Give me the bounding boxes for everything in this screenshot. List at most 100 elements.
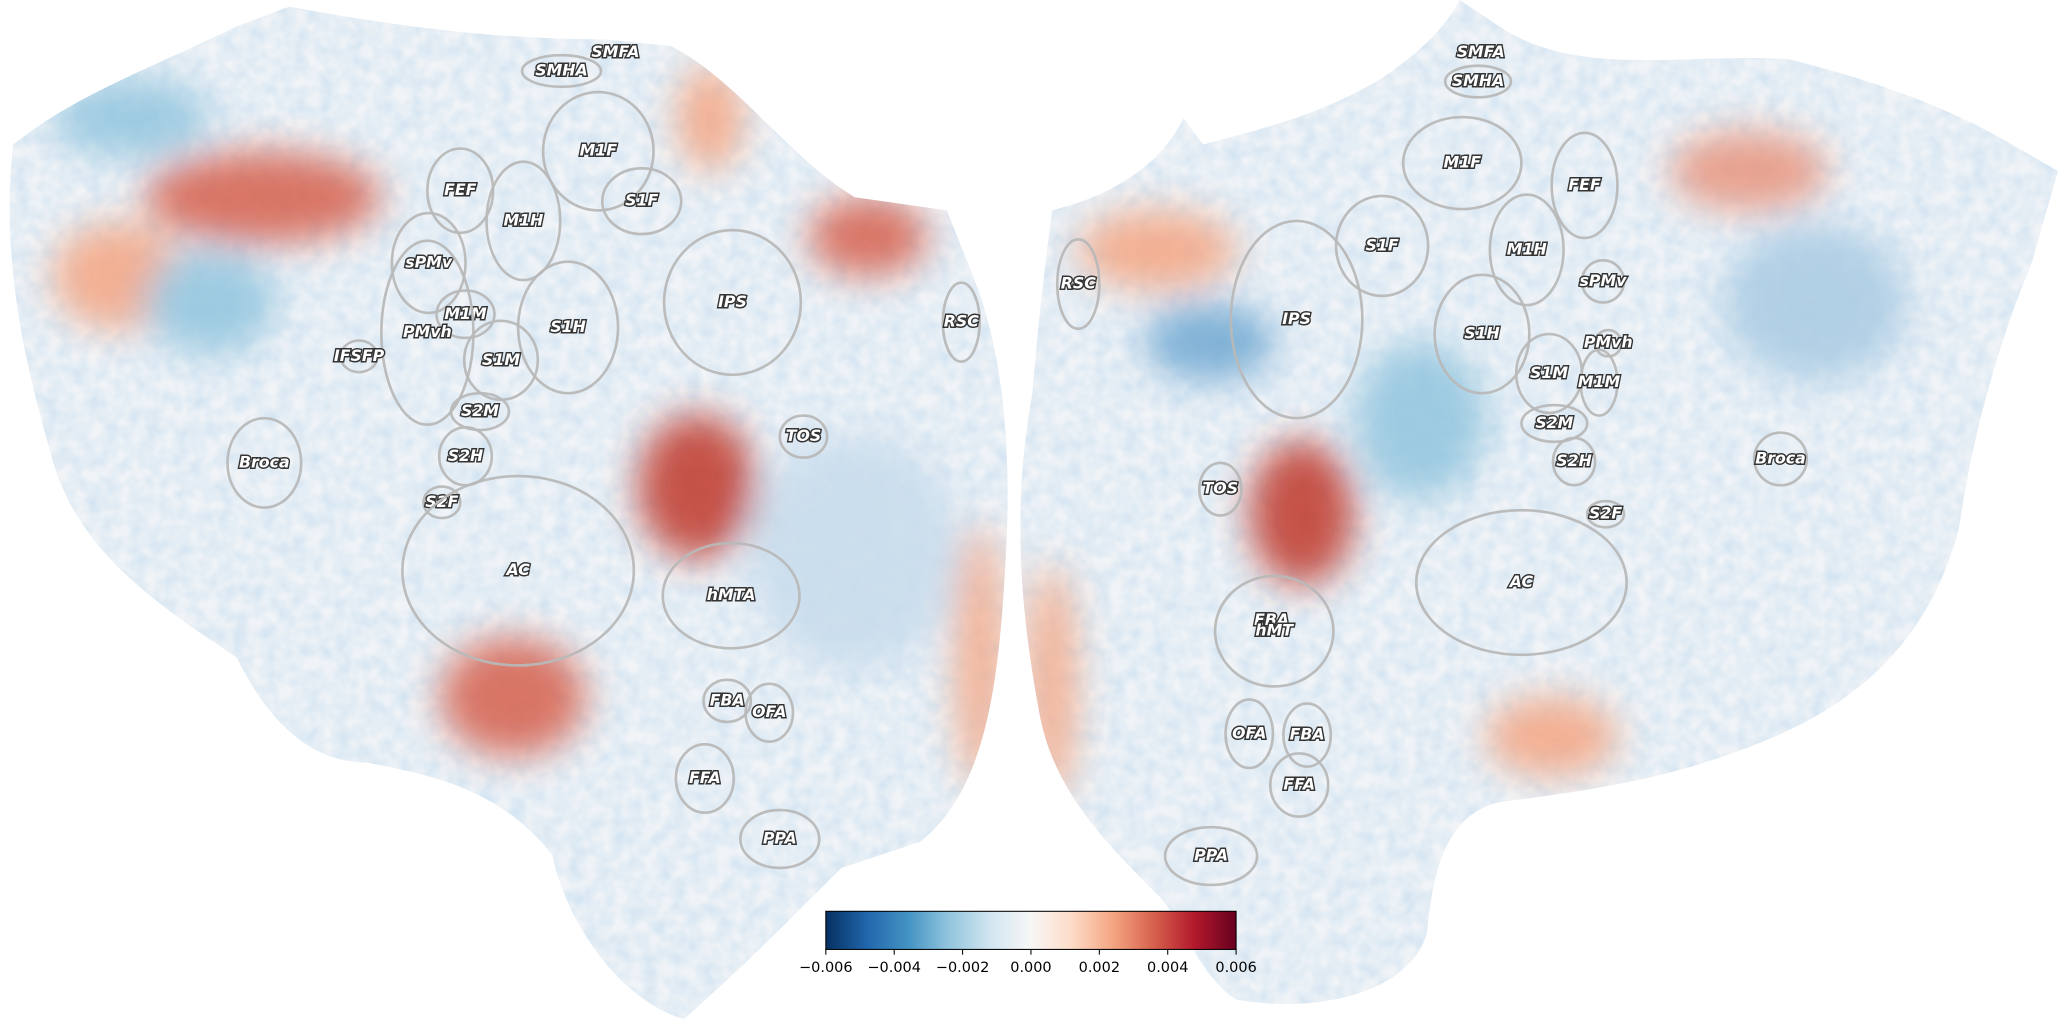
- roi-outline: [1282, 702, 1333, 768]
- roi-outline: [1401, 115, 1523, 211]
- roi-label: S1H: [1464, 324, 1500, 343]
- roi-label: sPMv: [405, 253, 453, 272]
- roi-outline: [339, 339, 379, 374]
- roi-outline: [662, 228, 803, 377]
- roi-label: Broca: [1755, 448, 1806, 467]
- roi-layer: SMFASMHAM1FS1FFEFM1HsPMvM1MPMvhIPSRSCIFS…: [226, 41, 1809, 887]
- roi-label: RSC: [944, 312, 979, 331]
- roi-outline: [702, 678, 753, 724]
- roi-label: Broca: [239, 452, 290, 471]
- roi-outline: [778, 414, 829, 459]
- roi-label: IFSFP: [334, 346, 385, 365]
- roi-label: SMFA: [591, 42, 639, 61]
- roi-label: SMFA: [1457, 42, 1505, 61]
- roi-label: OFA: [1232, 723, 1266, 742]
- roi-label: IPS: [718, 292, 747, 311]
- roi-outline: [1550, 131, 1619, 240]
- roi-label: S1M: [1530, 363, 1568, 382]
- roi-outline: [422, 485, 462, 520]
- roi-label: PPA: [763, 828, 797, 847]
- roi-outline: [744, 682, 795, 743]
- roi-label: M1F: [1444, 153, 1482, 172]
- roi-label: S1M: [482, 350, 520, 369]
- roi-label: FEF: [1568, 175, 1601, 194]
- roi-label: AC: [1508, 572, 1534, 591]
- roi-label: M1M: [444, 304, 487, 323]
- colorbar-tick-label: 0.006: [1215, 960, 1256, 976]
- roi-label: S1F: [1366, 235, 1399, 254]
- roi-outline: [426, 147, 495, 235]
- roi-outline: [1334, 194, 1430, 298]
- roi-outline: [516, 260, 620, 395]
- colorbar-tick-label: −0.002: [936, 960, 990, 976]
- roi-label: S2M: [1535, 413, 1573, 432]
- roi-label: M1H: [503, 210, 543, 229]
- roi-label: FBA: [710, 690, 745, 709]
- roi-outline: [1579, 348, 1619, 417]
- roi-label: S2F: [1589, 504, 1622, 523]
- roi-outline: [1443, 64, 1513, 99]
- roi-outline: [1520, 403, 1589, 444]
- roi-outline: [1585, 499, 1626, 529]
- roi-label: TOS: [1203, 479, 1239, 498]
- roi-label: PMvh: [403, 322, 452, 341]
- roi-outline: [661, 541, 801, 650]
- roi-outline: [1163, 825, 1259, 887]
- roi-outline: [390, 211, 467, 315]
- roi-outline: [1229, 219, 1364, 420]
- colorbar-tick-label: 0.004: [1147, 960, 1188, 976]
- roi-outline: [674, 742, 736, 814]
- roi-outline: [435, 289, 496, 340]
- roi-outline: [449, 391, 511, 432]
- roi-label: SMHA: [535, 61, 587, 80]
- roi-label: S1F: [625, 191, 658, 210]
- roi-outline: [1488, 193, 1565, 307]
- roi-outline: [1213, 574, 1335, 688]
- roi-label: PMvh: [1584, 333, 1633, 352]
- roi-outline: [541, 90, 655, 212]
- roi-outline: [520, 53, 603, 89]
- roi-outline: [739, 808, 821, 870]
- roi-label: SMHA: [1452, 71, 1504, 90]
- roi-label: RSC: [1061, 274, 1096, 293]
- roi-label: OFA: [752, 702, 786, 721]
- roi-outline: [1414, 508, 1628, 657]
- colorbar-tick-label: −0.004: [867, 960, 921, 976]
- roi-outline: [600, 167, 683, 236]
- roi-outline: [1551, 436, 1597, 487]
- roi-label: TOS: [786, 426, 822, 445]
- colorbar-tick-label: 0.002: [1079, 960, 1120, 976]
- roi-label: S2H: [1556, 451, 1592, 470]
- roi-outline: [226, 416, 303, 509]
- roi-label: M1H: [1507, 239, 1547, 258]
- roi-outline: [485, 160, 562, 282]
- roi-label: AC: [504, 560, 530, 579]
- roi-label: hMTA: [707, 585, 756, 604]
- roi-label: M1F: [580, 141, 618, 160]
- roi-outline: [1224, 698, 1275, 770]
- roi-outline: [1433, 273, 1531, 395]
- roi-label: FFA: [1283, 775, 1315, 794]
- roi-outline: [1752, 431, 1809, 487]
- roi-label: FFA: [689, 768, 721, 787]
- roi-label: S2M: [461, 401, 499, 420]
- roi-label: EBA: [1254, 610, 1289, 629]
- colorbar-tick-label: 0.000: [1010, 960, 1051, 976]
- roi-label: FBA: [1290, 725, 1325, 744]
- colorbar-tick-label: −0.006: [799, 960, 853, 976]
- roi-outline: [1268, 752, 1330, 818]
- roi-label: M1M: [1578, 372, 1621, 391]
- roi-outline: [1055, 238, 1101, 331]
- roi-outline: [1197, 461, 1243, 517]
- roi-label: hMT: [1255, 621, 1294, 640]
- roi-label: S1H: [550, 317, 586, 336]
- roi-outline: [1593, 328, 1623, 358]
- colorbar: −0.006 −0.004 −0.002 0.000 0.002 0.004 0.006: [799, 910, 1257, 976]
- roi-outline: [941, 281, 981, 363]
- colorbar-gradient: [825, 910, 1237, 950]
- roi-outline: [401, 474, 636, 667]
- roi-label: PPA: [1194, 846, 1228, 865]
